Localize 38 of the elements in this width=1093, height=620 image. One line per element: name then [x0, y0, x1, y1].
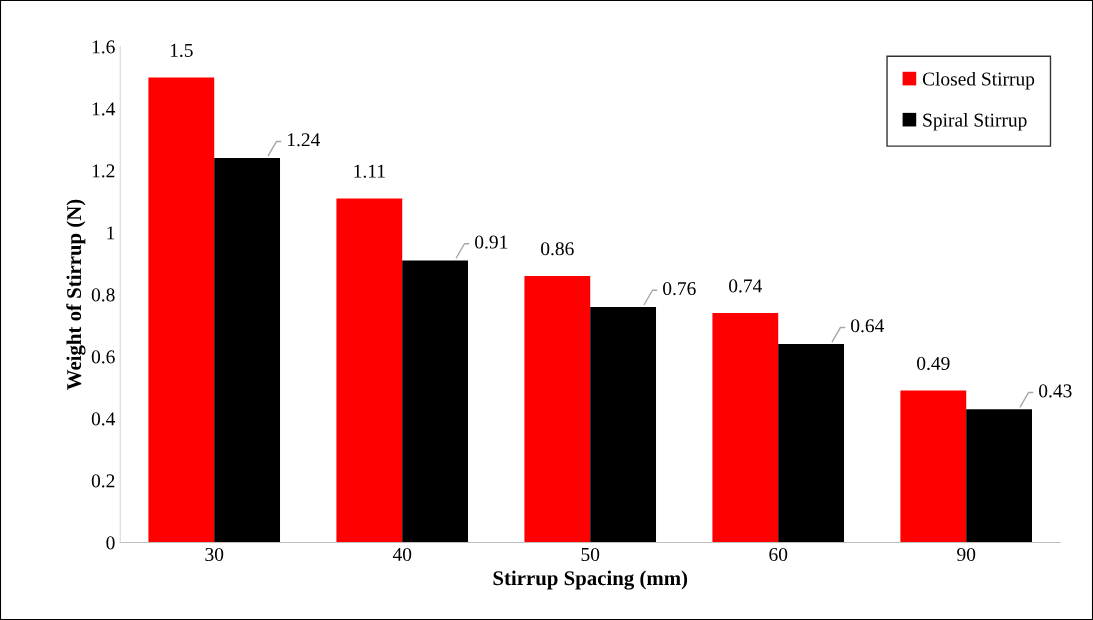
- y-tick-label: 1.2: [92, 164, 115, 178]
- y-tick-label: 0.2: [91, 474, 115, 488]
- y-tick-label: 0: [106, 536, 115, 550]
- y-tick-label: 0.4: [91, 412, 116, 426]
- bar: [966, 409, 1033, 543]
- y-tick-label: 1: [107, 226, 115, 240]
- bar: [336, 198, 403, 543]
- data-label: 0.86: [541, 242, 574, 256]
- data-label: 0.91: [475, 235, 508, 249]
- x-tick-label: 60: [769, 547, 788, 562]
- data-label: 0.43: [1039, 384, 1072, 398]
- data-label: 0.49: [917, 356, 950, 371]
- data-label: 1.24: [288, 133, 321, 147]
- bar: [712, 313, 779, 543]
- bar: [148, 77, 215, 543]
- bar: [900, 390, 967, 543]
- bar: [524, 275, 591, 543]
- x-tick-label: 30: [205, 547, 224, 562]
- data-label: 0.64: [851, 319, 885, 333]
- bar: [214, 158, 281, 543]
- bar: [402, 260, 469, 543]
- data-label: 1.11: [354, 164, 385, 178]
- data-label: 1.5: [170, 43, 193, 57]
- x-axis-title: Stirrup Spacing (mm): [493, 570, 688, 590]
- data-label: 0.76: [663, 281, 696, 296]
- y-tick-label: 1.6: [92, 40, 115, 54]
- bar: [778, 344, 845, 543]
- legend-label: Closed Stirrup: [922, 71, 1035, 90]
- y-axis-title: Weight of Stirrup (N): [66, 199, 86, 390]
- x-tick-label: 40: [392, 547, 412, 562]
- bar: [590, 306, 657, 543]
- x-tick-label: 90: [957, 547, 976, 562]
- y-tick-label: 0.6: [91, 350, 115, 364]
- y-tick-label: 1.4: [92, 102, 116, 116]
- legend-label: Spiral Stirrup: [923, 112, 1027, 131]
- x-tick-label: 50: [581, 547, 600, 562]
- data-label: 0.74: [729, 279, 763, 293]
- y-tick-label: 0.8: [91, 288, 115, 302]
